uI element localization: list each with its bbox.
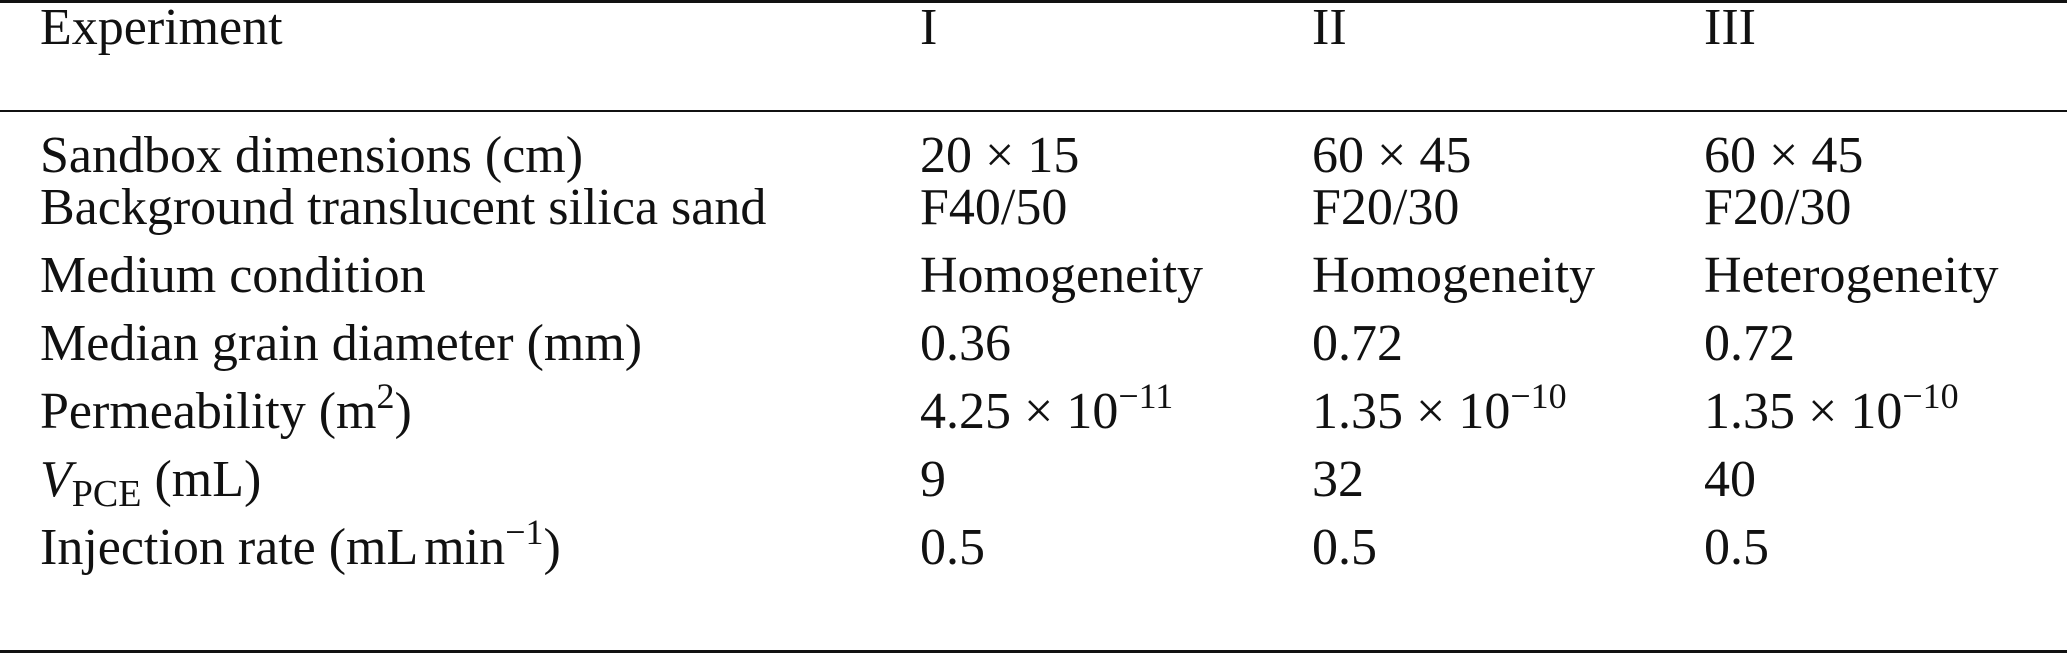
row-value: 9 [920,451,946,508]
header-column-1: I [920,0,938,56]
header-column-3: III [1704,0,1756,56]
table-row: Injection rate (mL min−1) 0.5 0.5 0.5 [0,514,2067,594]
label-text: ) [394,383,412,440]
experiment-parameters-table: Experiment I II III Sandbox dimensions (… [0,0,2067,594]
table-header-row: Experiment I II III [0,0,2067,110]
row-value: 32 [1312,451,1364,508]
row-value: Heterogeneity [1704,247,1999,304]
row-value: 0.5 [1312,519,1377,576]
value-base: 1.35 × 10 [1312,383,1511,440]
row-value: 20 × 15 [920,127,1080,184]
row-value: 1.35 × 10−10 [1704,378,2067,454]
header-column-2: II [1312,0,1347,56]
label-subscript: PCE [71,473,142,515]
table-top-rule [0,0,2067,3]
table-bottom-rule [0,650,2067,653]
header-experiment-label: Experiment [40,0,283,56]
row-label: Background translucent silica sand [40,179,767,236]
row-value: 0.5 [920,519,985,576]
table-row: Median grain diameter (mm) 0.36 0.72 0.7… [0,318,2067,386]
table-row: Sandbox dimensions (cm) 20 × 15 60 × 45 … [0,110,2067,182]
label-text: Injection rate (mL [40,519,419,576]
label-variable: V [40,451,72,508]
label-text: Permeability (m [40,383,377,440]
row-value: F20/30 [1312,179,1460,236]
row-label: Permeability (m2) [0,378,920,454]
row-value: Homogeneity [1312,247,1596,304]
row-value: 40 [1704,451,1756,508]
table-row: Permeability (m2) 4.25 × 10−11 1.35 × 10… [0,378,2067,454]
label-superscript: 2 [376,376,395,416]
value-exponent: −10 [1902,376,1959,416]
value-base: 4.25 × 10 [920,383,1119,440]
label-unit: min [424,519,506,576]
row-value: 1.35 × 10−10 [1312,378,1704,454]
row-value: 4.25 × 10−11 [920,378,1312,454]
table-row: Background translucent silica sand F40/5… [0,182,2067,250]
row-value: 0.5 [1704,519,1769,576]
label-text: ) [543,519,561,576]
row-value: 0.72 [1312,315,1403,372]
table-header-rule [0,110,2067,112]
label-text: (mL) [141,451,262,508]
table-row: Medium condition Homogeneity Homogeneity… [0,250,2067,318]
row-label: VPCE (mL) [0,454,920,522]
value-exponent: −10 [1510,376,1567,416]
row-value: F20/30 [1704,179,1852,236]
table-row: VPCE (mL) 9 32 40 [0,454,2067,522]
label-superscript: −1 [505,512,544,552]
row-label: Sandbox dimensions (cm) [40,127,584,184]
row-value: 0.36 [920,315,1011,372]
row-value: F40/50 [920,179,1068,236]
row-label: Injection rate (mL min−1) [0,514,920,594]
row-label: Median grain diameter (mm) [40,315,643,372]
value-exponent: −11 [1118,376,1174,416]
row-label: Medium condition [40,247,426,304]
row-value: Homogeneity [920,247,1204,304]
row-value: 60 × 45 [1704,127,1864,184]
row-value: 0.72 [1704,315,1795,372]
row-value: 60 × 45 [1312,127,1472,184]
value-base: 1.35 × 10 [1704,383,1903,440]
